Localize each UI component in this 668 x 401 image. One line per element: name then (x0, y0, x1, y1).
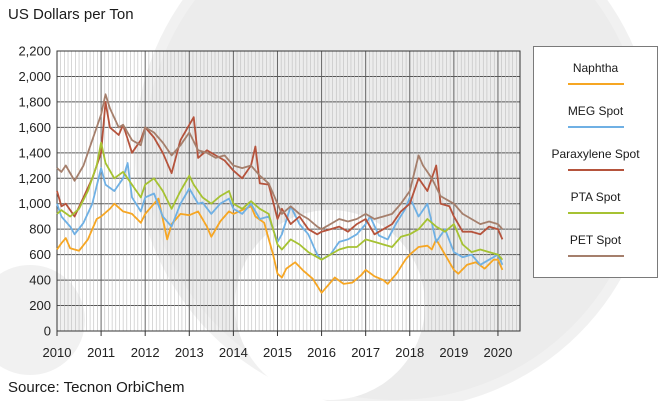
series-line-pta-spot (56, 141, 504, 261)
grid (56, 50, 521, 332)
y-tick-label: 600 (29, 247, 51, 262)
y-tick-label: 2,200 (18, 44, 51, 59)
legend-item: MEG Spot (534, 104, 657, 128)
y-tick-label: 400 (29, 273, 51, 288)
x-tick-label: 2015 (263, 345, 292, 360)
legend-swatch (567, 212, 624, 214)
legend-item: PTA Spot (534, 190, 657, 214)
x-tick-label: 2019 (439, 345, 468, 360)
x-tick-label: 2014 (219, 345, 248, 360)
y-tick-label: 0 (44, 324, 51, 339)
legend-item: Paraxylene Spot (534, 147, 657, 171)
x-axis-labels: 2010 2011 2012 2013 2014 2015 2016 2017 2018 2019… (43, 345, 513, 360)
x-tick-label: 2016 (307, 345, 336, 360)
legend-swatch (567, 255, 624, 257)
y-tick-label: 800 (29, 222, 51, 237)
legend: Naphtha MEG Spot Paraxylene Spot PTA Spot PE… (533, 46, 658, 278)
legend-swatch (567, 83, 624, 85)
x-tick-label: 2010 (43, 345, 72, 360)
legend-item: PET Spot (534, 233, 657, 257)
series-line-naphtha (56, 197, 504, 294)
series-lines (56, 93, 504, 294)
x-tick-label: 2013 (175, 345, 204, 360)
y-tick-label: 1,000 (18, 196, 51, 211)
legend-label: PET Spot (569, 233, 622, 247)
legend-label: Naphtha (572, 61, 619, 75)
x-tick-label: 2018 (395, 345, 424, 360)
legend-label: MEG Spot (567, 104, 624, 118)
y-tick-label: 200 (29, 298, 51, 313)
y-tick-label: 1,800 (18, 94, 51, 109)
chart-title: US Dollars per Ton (8, 6, 134, 23)
x-tick-label: 2011 (87, 345, 115, 360)
x-tick-label: 2017 (351, 345, 380, 360)
y-tick-label: 1,200 (18, 171, 51, 186)
y-tick-label: 2,000 (18, 69, 51, 84)
legend-label: PTA Spot (570, 190, 621, 204)
legend-label: Paraxylene Spot (551, 147, 640, 161)
y-tick-label: 1,400 (18, 145, 51, 160)
x-tick-label: 2012 (131, 345, 160, 360)
series-line-pet-spot (56, 93, 504, 231)
x-tick-label: 2020 (483, 345, 512, 360)
y-axis-labels: 0 200 400 600 800 1,000 1,200 1,400 1,600 1,800 2,… (18, 44, 51, 339)
y-tick-label: 1,600 (18, 120, 51, 135)
legend-item: Naphtha (534, 61, 657, 85)
source-note: Source: Tecnon OrbiChem (8, 379, 185, 396)
legend-swatch (567, 169, 624, 171)
legend-swatch (567, 126, 624, 128)
